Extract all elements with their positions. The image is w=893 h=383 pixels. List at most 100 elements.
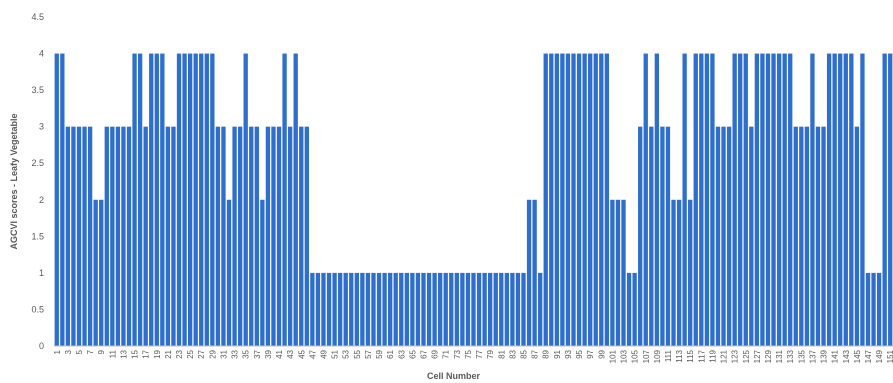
bar [82,126,87,346]
bar [504,272,509,346]
bar [704,53,710,347]
bar [54,53,59,347]
bar [876,272,882,346]
bar [626,272,632,346]
bar [715,126,721,346]
bar [582,53,587,347]
bar [526,199,532,346]
bar [343,272,348,346]
bar [382,272,387,346]
bar [638,126,643,346]
bar [121,126,126,346]
bar [232,126,237,346]
x-tick-label: 17 [142,349,151,358]
x-tick-label: 141 [831,349,840,363]
bar [104,126,109,346]
bar [399,272,404,346]
bar [137,53,143,347]
bar [415,272,421,346]
x-tick-label: 13 [119,349,128,358]
bar [765,53,771,347]
bar [304,126,309,346]
bar [710,53,715,347]
bar [110,126,115,346]
y-tick-label: 1.5 [31,231,44,241]
x-tick-label: 71 [442,349,451,358]
bar [60,53,65,347]
bar [204,53,209,347]
x-tick-label: 67 [419,349,428,358]
bar [221,126,226,346]
x-tick-label: 83 [508,349,517,358]
x-tick-label: 139 [820,349,829,363]
bar [87,126,93,346]
bar [832,53,837,347]
bar [337,272,343,346]
bar [76,126,82,346]
bar [182,53,187,347]
bar [365,272,371,346]
x-tick-label: 53 [342,349,351,358]
bar [132,53,137,347]
x-tick-label: 77 [475,349,484,358]
bar [260,199,265,346]
y-tick-label: 0.5 [31,304,44,314]
bar [738,53,743,347]
x-tick-label: 29 [208,349,217,358]
bar [321,272,326,346]
bar [726,126,732,346]
y-axis-title: AGCVI scores - Leafy Vegetable [9,113,19,249]
bar [660,126,665,346]
bar [265,126,271,346]
x-tick-label: 55 [353,349,362,358]
x-tick-label: 59 [375,349,384,358]
bar [810,53,815,347]
y-tick-label: 0 [39,341,44,351]
bar [782,53,787,347]
bar [543,53,548,347]
x-tick-label: 105 [631,349,640,363]
bar [593,53,598,347]
x-tick-label: 31 [219,349,228,358]
x-tick-label: 131 [775,349,784,363]
bar [310,272,315,346]
bar [588,53,593,347]
bar [799,126,804,346]
bar [860,53,865,347]
bar [465,272,471,346]
bar [538,272,543,346]
bar [210,53,215,347]
bar [854,126,860,346]
x-tick-label: 11 [108,349,117,358]
bar [271,126,276,346]
y-tick-label: 3 [39,122,44,132]
bar [387,272,393,346]
bar [499,272,504,346]
bar [237,126,243,346]
bar [788,53,793,347]
bar [99,199,104,346]
bar [160,53,165,347]
x-tick-label: 135 [797,349,806,363]
bar [665,126,671,346]
bar [643,53,648,347]
bar [488,272,493,346]
bar [865,272,871,346]
bar [554,53,560,347]
bar [143,126,148,346]
bar [515,272,521,346]
bar [682,53,687,347]
bar [549,53,554,347]
x-tick-label: 115 [686,349,695,362]
bar [282,53,287,347]
x-tick-label: 37 [253,349,262,358]
bar [476,272,482,346]
bar [815,126,821,346]
x-tick-label: 93 [564,349,573,358]
x-tick-label: 149 [875,349,884,363]
bar [560,53,565,347]
y-axis-ticks: 0 0.5 1 1.5 2 2.5 3 3.5 4 4.5 [31,12,44,351]
bar [254,126,259,346]
x-axis-title: Cell Number [427,371,481,381]
